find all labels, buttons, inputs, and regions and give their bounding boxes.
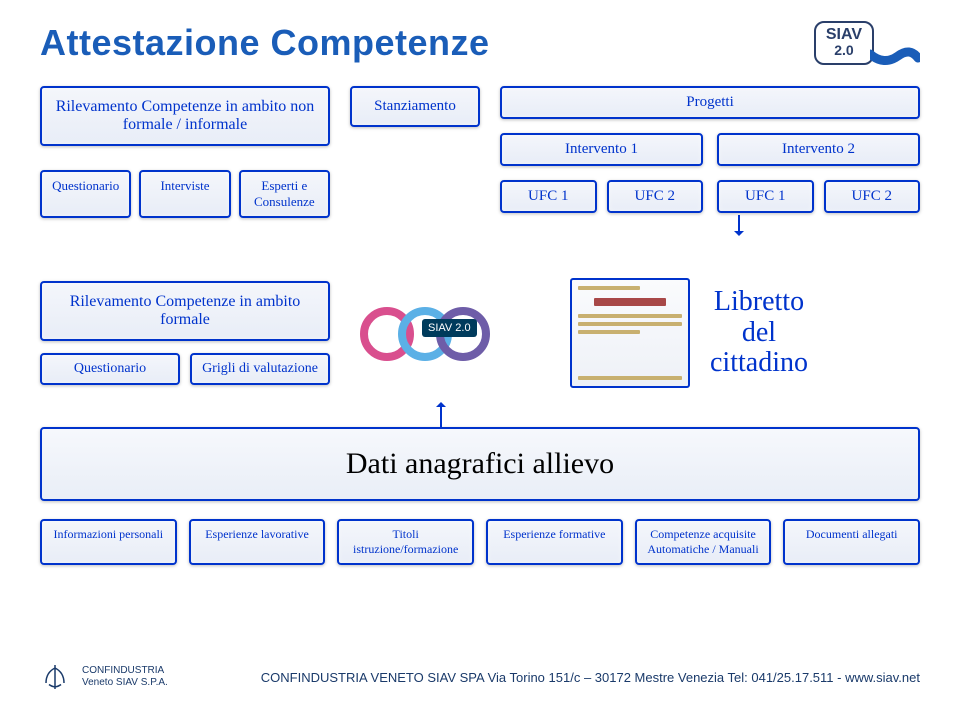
intervento-box: Intervento 1 [500, 133, 703, 166]
siav-chip: SIAV 2.0 [422, 319, 477, 337]
bottom-item: Competenze acquisite Automatiche / Manua… [635, 519, 772, 565]
top-left-item: Esperti e Consulenze [239, 170, 330, 218]
ufc-box: UFC 2 [607, 180, 704, 213]
footer-org-1: CONFINDUSTRIA [82, 665, 168, 677]
top-left-item: Interviste [139, 170, 230, 218]
top-left-header: Rilevamento Competenze in ambito non for… [40, 86, 330, 146]
top-section: Rilevamento Competenze in ambito non for… [40, 86, 920, 235]
top-left-item: Questionario [40, 170, 131, 218]
bottom-item: Documenti allegati [783, 519, 920, 565]
doc-line-icon [578, 286, 640, 290]
mid-left-col: Rilevamento Competenze in ambito formale… [40, 281, 330, 385]
libretto-word: cittadino [710, 347, 808, 378]
footer: CONFINDUSTRIA Veneto SIAV S.P.A. CONFIND… [0, 662, 960, 692]
doc-line-icon [578, 314, 682, 318]
ufc-row: UFC 1 UFC 2 UFC 1 UFC 2 [500, 180, 920, 213]
top-left-items: Questionario Interviste Esperti e Consul… [40, 170, 330, 218]
intervento-box: Intervento 2 [717, 133, 920, 166]
bottom-item: Informazioni personali [40, 519, 177, 565]
header: Attestazione Competenze SIAV 2.0 [0, 0, 960, 76]
progetti-box: Progetti [500, 86, 920, 119]
mid-section: Rilevamento Competenze in ambito formale… [40, 263, 920, 403]
interventi-row: Intervento 1 Intervento 2 [500, 133, 920, 166]
bottom-row: Informazioni personali Esperienze lavora… [40, 519, 920, 565]
arrow-down-icon [738, 215, 740, 235]
doc-header-icon [594, 298, 667, 306]
logo-swirl-icon [870, 20, 920, 66]
logo-line2: 2.0 [834, 42, 853, 58]
libretto-word: Libretto [714, 286, 804, 317]
siav-graphic: SIAV 2.0 [350, 273, 550, 393]
bottom-item: Esperienze lavorative [189, 519, 326, 565]
bottom-item: Titoli istruzione/formazione [337, 519, 474, 565]
top-left-col: Rilevamento Competenze in ambito non for… [40, 86, 330, 218]
footer-org-2: Veneto SIAV S.P.A. [82, 677, 168, 689]
doc-line-icon [578, 330, 640, 334]
doc-preview [570, 278, 690, 388]
page-title: Attestazione Competenze [40, 22, 490, 64]
footer-org: CONFINDUSTRIA Veneto SIAV S.P.A. [82, 665, 168, 689]
stanziamento-box: Stanziamento [350, 86, 480, 127]
mid-left-items: Questionario Grigli di valutazione [40, 353, 330, 385]
bottom-item: Esperienze formative [486, 519, 623, 565]
libretto-word: del [742, 317, 776, 348]
footer-address: CONFINDUSTRIA VENETO SIAV SPA Via Torino… [261, 670, 920, 685]
dati-box: Dati anagrafici allievo [40, 427, 920, 501]
doc-line-icon [578, 322, 682, 326]
mid-left-header: Rilevamento Competenze in ambito formale [40, 281, 330, 341]
libretto-label: Libretto del cittadino [710, 287, 808, 379]
top-right-col: Progetti Intervento 1 Intervento 2 UFC 1… [500, 86, 920, 235]
logo-box: SIAV 2.0 [814, 21, 874, 65]
logo: SIAV 2.0 [814, 20, 920, 66]
stanziamento-col: Stanziamento [350, 86, 480, 127]
mid-left-item: Questionario [40, 353, 180, 385]
confindustria-icon [40, 662, 70, 692]
ufc-box: UFC 2 [824, 180, 921, 213]
arrow-up-icon [440, 403, 442, 427]
ufc-box: UFC 1 [500, 180, 597, 213]
doc-line-icon [578, 376, 682, 380]
ufc-box: UFC 1 [717, 180, 814, 213]
mid-left-item: Grigli di valutazione [190, 353, 330, 385]
logo-line1: SIAV [826, 27, 862, 43]
